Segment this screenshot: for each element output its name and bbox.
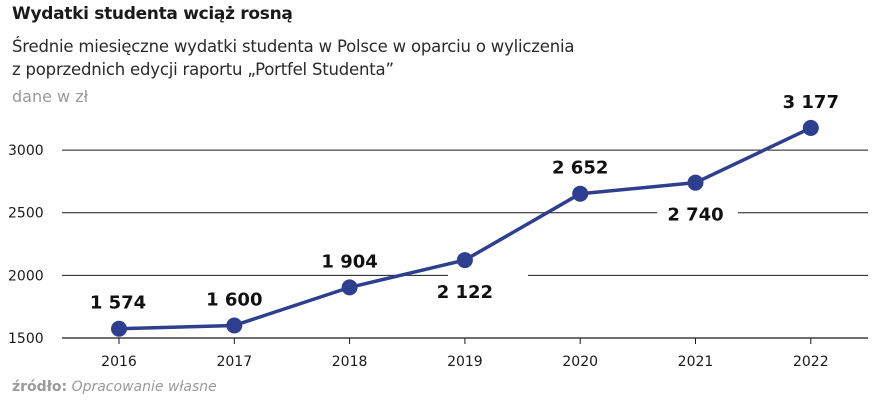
x-axis: 2016 2017 2018 2019 2020 2021 2022 [62,337,868,370]
y-tick-label: 2000 [8,268,44,284]
source-text: Opracowanie własne [71,379,217,395]
subtitle-line-1: Średnie miesięczne wydatki studenta w Po… [12,37,575,56]
x-tick-label: 2021 [678,354,714,370]
data-label: 2 122 [437,282,493,303]
data-point [341,279,358,296]
data-label: 1 904 [321,251,377,272]
x-tick-label: 2022 [793,354,829,370]
chart-subtitle: Średnie miesięczne wydatki studenta w Po… [12,35,712,81]
data-label: 3 177 [783,92,839,113]
data-label: 1 574 [90,293,146,314]
markers-group [111,119,819,337]
data-label: 1 600 [206,289,262,310]
x-tick-label: 2016 [101,354,137,370]
data-point [456,252,473,269]
y-tick-label: 3000 [8,143,44,159]
data-label: 2 740 [667,205,723,226]
chart-title: Wydatki studenta wciąż rosną [12,4,293,24]
x-tick-label: 2019 [447,354,483,370]
data-point [111,320,127,337]
x-tick-label: 2020 [562,354,598,370]
data-label: 2 652 [552,158,608,179]
x-tick-label: 2017 [216,354,252,370]
y-tick-label: 1500 [8,331,44,347]
source-label: źródło: [12,379,68,395]
subtitle-line-2: z poprzednich edycji raportu „Portfel St… [12,60,394,79]
source-note: źródło: Opracowanie własne [12,379,217,395]
data-point [572,185,589,202]
data-labels-group: 1 574 1 600 1 904 2 122 2 652 2 740 3 177 [90,92,839,314]
grid-lines [62,149,868,276]
data-point [687,174,704,191]
unit-label: dane w zł [12,87,89,106]
data-point [226,317,243,334]
y-axis-ticks: 1500 2000 2500 3000 [8,143,44,347]
data-point [802,119,819,136]
x-tick-label: 2018 [332,354,368,370]
y-tick-label: 2500 [8,206,44,222]
